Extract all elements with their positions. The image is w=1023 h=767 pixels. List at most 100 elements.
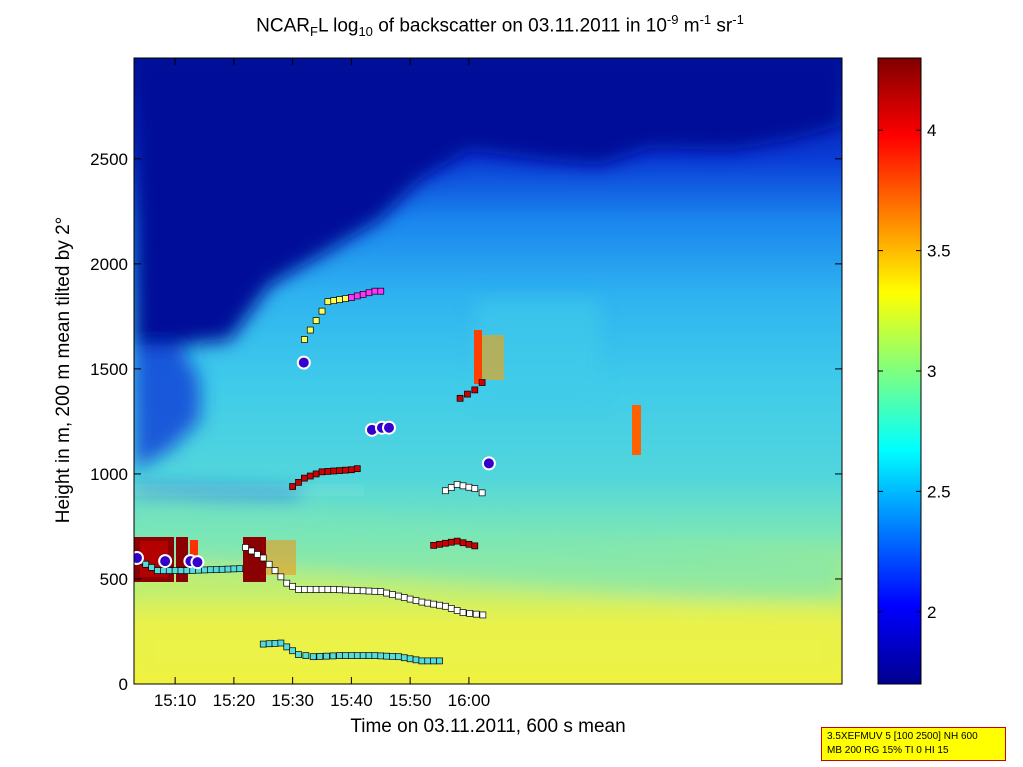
layer-point <box>377 287 385 295</box>
layer-point <box>271 640 279 647</box>
layer-point <box>201 566 208 574</box>
layer-point <box>330 586 338 593</box>
layer-point <box>301 474 308 482</box>
layer-point <box>154 567 161 574</box>
layer-point <box>459 609 467 616</box>
layer-point <box>242 544 249 551</box>
layer-point <box>453 607 461 614</box>
layer-point <box>471 542 479 550</box>
layer-point <box>336 296 343 303</box>
layer-point <box>436 657 443 665</box>
layer-point <box>430 600 438 608</box>
layer-point <box>442 487 449 495</box>
layer-point <box>472 610 480 618</box>
layer-point <box>365 289 373 297</box>
layer-series <box>430 537 479 550</box>
layer-point <box>353 292 361 300</box>
layer-point <box>353 652 361 659</box>
layer-point <box>336 467 343 474</box>
layer-point <box>318 586 326 593</box>
layer-point <box>371 287 379 295</box>
colorbar-tick-label: 2 <box>927 603 936 622</box>
layer-point <box>289 582 296 590</box>
layer-series <box>442 481 486 497</box>
y-tick-label: 500 <box>100 570 128 589</box>
y-axis: 0 500 1000 1500 2000 2500 <box>90 150 842 694</box>
parameter-box: 3.5XEFMUV 5 [100 2500] NH 600 MB 200 RG … <box>821 727 1006 761</box>
layer-point <box>230 565 238 573</box>
layer-series <box>456 379 486 402</box>
layer-point <box>271 567 279 574</box>
layer-point <box>412 656 420 664</box>
y-tick-label: 2000 <box>90 255 128 274</box>
layer-point <box>424 657 432 665</box>
cloud-point <box>134 550 144 565</box>
y-tick-label: 0 <box>119 675 128 694</box>
layer-point <box>301 586 308 593</box>
layer-point <box>371 587 379 595</box>
layer-detections <box>134 287 487 665</box>
layer-point <box>318 307 326 315</box>
layer-point <box>442 539 449 547</box>
layer-point <box>283 643 291 651</box>
colorbar-tick-label: 2.5 <box>927 482 951 501</box>
layer-point <box>389 653 396 660</box>
layer-point <box>479 611 487 619</box>
y-tick-label: 1000 <box>90 465 128 484</box>
x-axis-label: Time on 03.11.2011, 600 s mean <box>350 716 626 737</box>
layer-point <box>478 489 486 497</box>
layer-point <box>324 468 332 475</box>
layer-point <box>306 472 314 480</box>
layer-point <box>442 602 449 610</box>
colorbar-tick-label: 3.5 <box>927 242 951 261</box>
layer-point <box>464 390 471 398</box>
cloud-point <box>381 420 396 435</box>
layer-point <box>295 651 302 658</box>
layer-point <box>465 483 473 491</box>
layer-point <box>359 587 367 595</box>
layer-point <box>289 647 296 655</box>
layer-point <box>342 466 349 474</box>
layer-series <box>348 287 385 301</box>
layer-point <box>383 652 390 660</box>
x-tick-label: 15:30 <box>271 691 314 710</box>
layer-point <box>424 599 432 607</box>
cloud-point <box>158 554 173 569</box>
layer-point <box>342 652 349 659</box>
layer-point <box>160 567 167 574</box>
layer-point <box>471 485 479 492</box>
chart-title: NCARFL log10 of backscatter on 03.11.201… <box>256 12 744 40</box>
layer-point <box>436 601 443 609</box>
y-axis-label: Height in m, 200 m mean tilted by 2° <box>53 216 74 524</box>
layer-point <box>406 655 414 663</box>
layer-point <box>406 595 414 603</box>
layer-point <box>412 597 420 604</box>
cloud-point <box>481 456 496 471</box>
layer-point <box>330 467 338 475</box>
heatmap-structure <box>134 58 842 684</box>
layer-point <box>478 379 486 386</box>
layer-point <box>342 586 349 594</box>
layer-point <box>348 586 355 594</box>
x-tick-label: 16:00 <box>448 691 491 710</box>
layer-point <box>342 295 349 302</box>
layer-point <box>207 566 214 574</box>
layer-point <box>323 652 330 660</box>
layer-series <box>242 544 487 619</box>
layer-point <box>306 586 314 593</box>
layer-point <box>177 567 185 574</box>
layer-point <box>295 478 302 486</box>
layer-point <box>459 539 467 547</box>
layer-point <box>430 542 438 549</box>
layer-point <box>389 591 396 598</box>
layer-point <box>447 484 455 491</box>
colorbar-tick-label: 3 <box>927 362 936 381</box>
cloud-detections <box>134 355 496 570</box>
layer-point <box>277 639 285 647</box>
layer-point <box>148 564 155 571</box>
layer-point <box>436 540 443 548</box>
layer-point <box>324 586 332 593</box>
layer-point <box>312 586 320 593</box>
heatmap-plot-area <box>134 58 842 684</box>
